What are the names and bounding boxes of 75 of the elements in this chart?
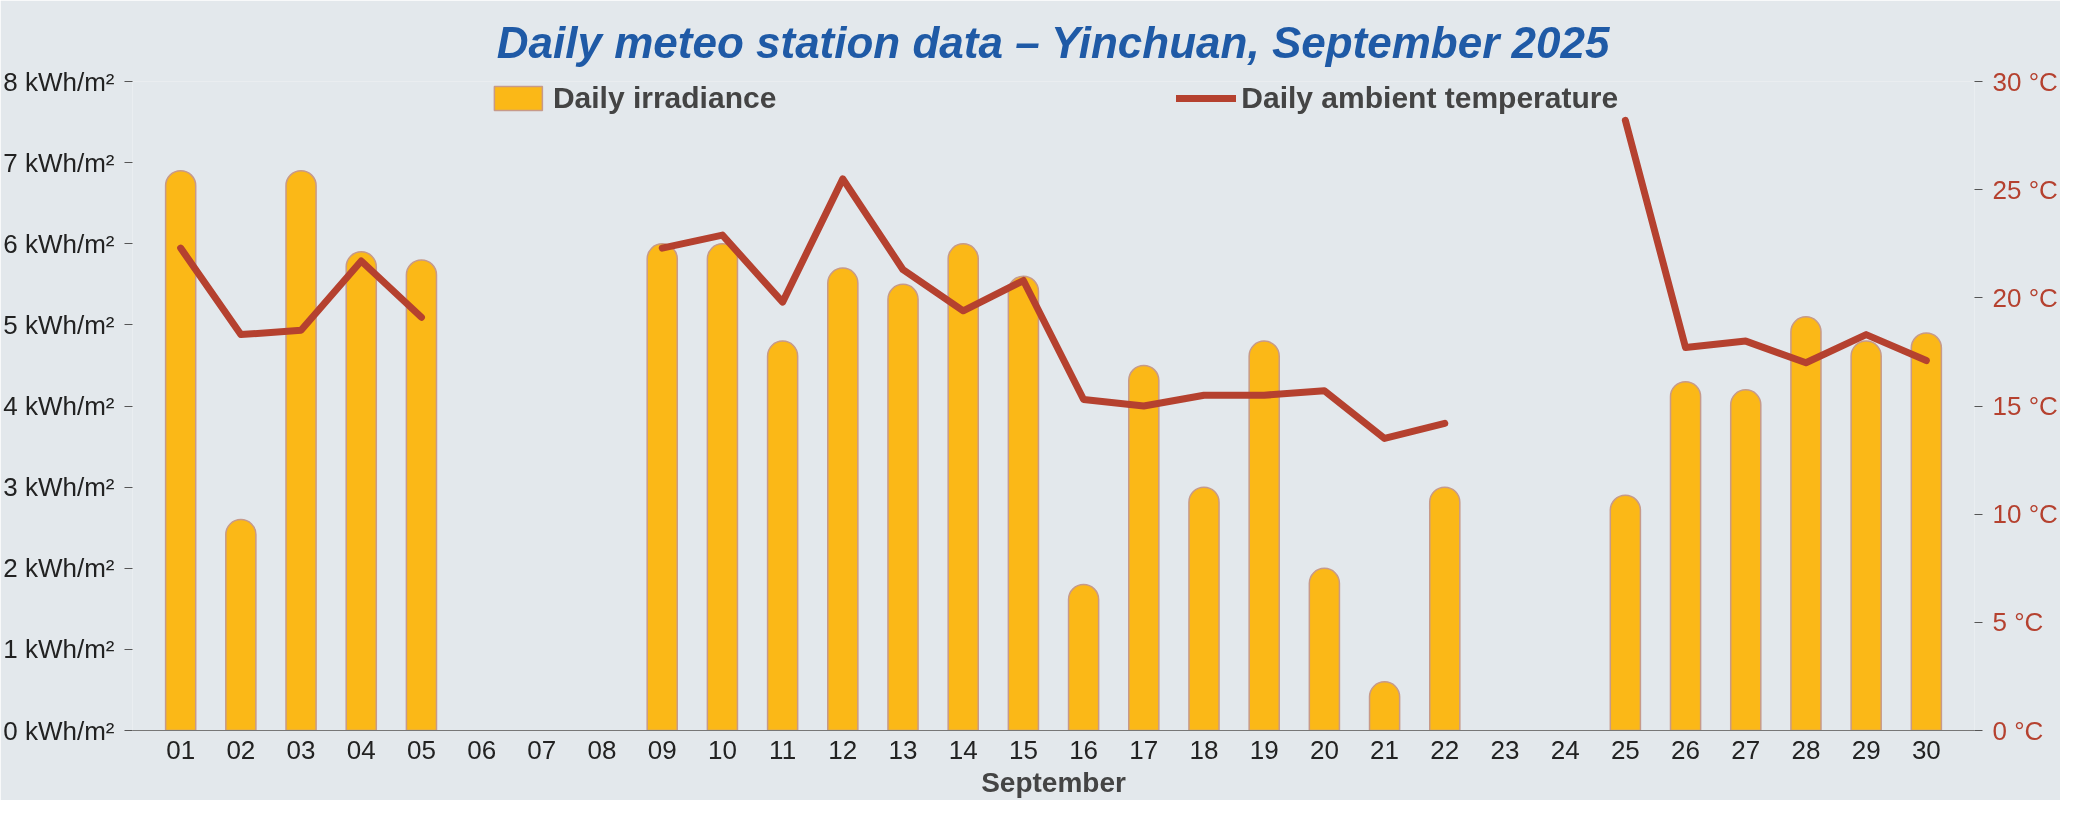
y2-tick-label: 0 °C bbox=[1992, 715, 2044, 746]
bar bbox=[285, 169, 317, 731]
bar bbox=[1007, 275, 1040, 731]
bar bbox=[1067, 583, 1100, 731]
x-tick-label: 26 bbox=[1671, 734, 1701, 765]
bar bbox=[1850, 340, 1882, 731]
legend-label: Daily irradiance bbox=[552, 81, 777, 115]
bar bbox=[1910, 332, 1943, 731]
x-tick-label: 22 bbox=[1430, 734, 1460, 765]
y2-tick-label: 25 °C bbox=[1992, 174, 2058, 205]
y2-tick-label: 20 °C bbox=[1992, 282, 2058, 313]
chart-title: Daily meteo station data – Yinchuan, September 2025 bbox=[496, 17, 1610, 67]
x-tick-label: 19 bbox=[1249, 734, 1279, 765]
bar bbox=[1790, 316, 1822, 731]
x-axis-title: September bbox=[981, 766, 1126, 798]
x-tick-label: 23 bbox=[1490, 734, 1520, 765]
y-tick-label: 6 kWh/m² bbox=[3, 228, 115, 259]
x-tick-label: 10 bbox=[707, 734, 737, 765]
y2-tick-label: 5 °C bbox=[1992, 607, 2044, 638]
x-tick-label: 03 bbox=[286, 734, 316, 765]
bar bbox=[887, 283, 919, 731]
x-tick-label: 04 bbox=[346, 734, 376, 765]
x-tick-label: 24 bbox=[1550, 734, 1580, 765]
x-tick-label: 30 bbox=[1911, 734, 1941, 765]
y-tick-label: 2 kWh/m² bbox=[3, 553, 115, 584]
bar bbox=[405, 259, 438, 731]
y-tick-label: 7 kWh/m² bbox=[3, 147, 115, 178]
bar bbox=[1729, 389, 1762, 731]
bar bbox=[1248, 340, 1280, 731]
x-tick-label: 06 bbox=[467, 734, 497, 765]
bar bbox=[646, 243, 679, 731]
y-tick-label: 0 kWh/m² bbox=[3, 715, 115, 746]
y2-tick-label: 15 °C bbox=[1992, 391, 2058, 421]
x-tick-label: 25 bbox=[1610, 734, 1640, 765]
y-tick-label: 4 kWh/m² bbox=[3, 391, 115, 421]
x-tick-label: 11 bbox=[769, 734, 797, 765]
x-tick-label: 27 bbox=[1731, 734, 1761, 765]
x-tick-label: 16 bbox=[1069, 734, 1099, 765]
y-tick-label: 5 kWh/m² bbox=[3, 309, 115, 340]
y-tick-label: 1 kWh/m² bbox=[3, 634, 115, 665]
x-tick-label: 09 bbox=[647, 734, 677, 765]
x-tick-label: 14 bbox=[948, 734, 978, 765]
x-tick-label: 08 bbox=[587, 734, 617, 765]
bar bbox=[1308, 567, 1341, 731]
x-tick-label: 28 bbox=[1791, 734, 1821, 765]
x-tick-label: 29 bbox=[1851, 734, 1881, 765]
x-tick-label: 17 bbox=[1129, 734, 1159, 765]
x-tick-label: 13 bbox=[888, 734, 918, 765]
bar bbox=[225, 518, 257, 731]
y2-tick-label: 10 °C bbox=[1992, 499, 2058, 530]
y2-tick-label: 30 °C bbox=[1992, 66, 2058, 97]
x-tick-label: 15 bbox=[1008, 734, 1038, 765]
bar bbox=[1428, 486, 1461, 731]
x-tick-label: 01 bbox=[166, 734, 196, 765]
bar bbox=[1368, 681, 1401, 731]
x-tick-label: 02 bbox=[226, 734, 256, 765]
bar bbox=[706, 243, 739, 731]
bar bbox=[1669, 380, 1702, 731]
x-tick-label: 18 bbox=[1189, 734, 1219, 765]
bar bbox=[345, 251, 378, 731]
x-tick-label: 05 bbox=[406, 734, 436, 765]
y-tick-label: 8 kWh/m² bbox=[3, 66, 115, 97]
bar bbox=[947, 243, 979, 731]
x-tick-label: 20 bbox=[1309, 734, 1339, 765]
bar bbox=[164, 169, 197, 731]
y-tick-label: 3 kWh/m² bbox=[3, 472, 115, 503]
x-tick-label: 21 bbox=[1370, 734, 1400, 765]
x-tick-label: 12 bbox=[828, 734, 858, 765]
bar bbox=[1127, 364, 1160, 731]
legend-label: Daily ambient temperature bbox=[1241, 81, 1619, 115]
x-tick-label: 07 bbox=[527, 734, 557, 765]
bar bbox=[827, 267, 859, 731]
bar bbox=[766, 340, 799, 731]
bar bbox=[1188, 486, 1220, 731]
bar bbox=[1609, 494, 1642, 731]
